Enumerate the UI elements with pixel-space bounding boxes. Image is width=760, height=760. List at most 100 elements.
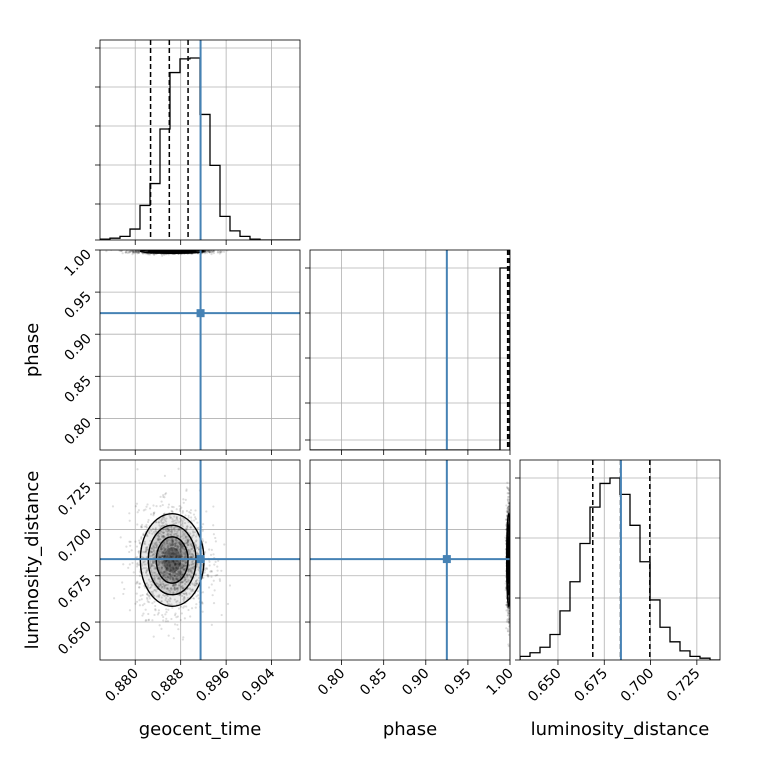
sample-point — [149, 550, 152, 553]
sample-point — [210, 251, 214, 254]
sample-point — [212, 602, 216, 605]
sample-point — [163, 570, 166, 573]
sample-point — [142, 509, 145, 512]
sample-point — [160, 545, 163, 549]
sample-point — [174, 549, 177, 552]
panel-frame-1-1 — [309, 249, 511, 451]
sample-point — [189, 569, 192, 573]
sample-point — [176, 551, 179, 554]
sample-point — [174, 538, 177, 541]
sample-point — [204, 541, 207, 544]
sample-point — [156, 613, 160, 616]
y-tick-label-luminosity-distance: 0.725 — [55, 480, 95, 520]
sample-point — [173, 584, 176, 587]
sample-point — [137, 251, 141, 255]
sample-point — [177, 521, 181, 524]
sample-point — [180, 549, 183, 553]
sample-point — [161, 254, 164, 257]
sample-point — [166, 571, 169, 574]
sample-point — [135, 582, 138, 585]
sample-point — [185, 527, 189, 530]
sample-point — [158, 556, 162, 559]
sample-point — [160, 520, 163, 523]
sample-point — [506, 511, 509, 514]
sample-point — [164, 523, 167, 526]
sample-point — [163, 549, 166, 552]
sample-point — [140, 526, 144, 529]
sample-point — [208, 251, 211, 254]
sample-point — [190, 519, 193, 522]
sample-point — [510, 549, 512, 551]
sample-point — [165, 608, 168, 611]
sample-point — [175, 539, 178, 542]
sample-point — [160, 568, 163, 571]
sample-point — [201, 601, 204, 604]
sample-point — [173, 543, 176, 546]
sample-point — [153, 613, 156, 617]
sample-point — [506, 629, 509, 633]
sample-point — [169, 586, 172, 589]
sample-point — [121, 581, 124, 584]
sample-point — [175, 508, 178, 511]
sample-point — [138, 586, 141, 589]
sample-point — [144, 550, 148, 553]
sample-point — [178, 572, 181, 575]
sample-point — [170, 587, 173, 590]
sample-point — [174, 588, 177, 591]
sample-point — [210, 569, 213, 573]
sample-point — [206, 575, 209, 578]
sample-point — [194, 579, 198, 583]
sample-point — [181, 563, 184, 566]
sample-point — [216, 251, 219, 254]
sample-point — [203, 252, 207, 255]
sample-point — [167, 247, 169, 249]
sample-point — [180, 506, 183, 509]
sample-point — [201, 538, 204, 541]
sample-point — [156, 248, 158, 250]
sample-point — [190, 543, 193, 546]
sample-point — [160, 500, 163, 503]
sample-point — [178, 563, 181, 566]
sample-point — [161, 535, 164, 538]
sample-point — [175, 616, 178, 619]
sample-point — [185, 605, 188, 608]
sample-point — [181, 580, 184, 584]
sample-point — [186, 539, 190, 543]
truth-marker — [196, 309, 205, 318]
x-axis-label-phase: phase — [383, 719, 437, 740]
sample-point — [185, 509, 188, 513]
sample-point — [182, 565, 185, 569]
sample-point — [170, 560, 173, 564]
sample-point — [176, 248, 178, 250]
sample-point — [174, 562, 177, 566]
sample-point — [202, 522, 205, 526]
sample-point — [172, 568, 175, 571]
sample-point — [133, 250, 136, 252]
sample-point — [177, 541, 180, 545]
sample-point — [135, 250, 138, 254]
sample-point — [151, 247, 153, 249]
sample-point — [136, 250, 139, 253]
sample-point — [137, 509, 140, 512]
sample-point — [510, 549, 512, 551]
sample-point — [181, 248, 183, 250]
x-tick-label-phase: 1.00 — [483, 666, 516, 699]
sample-point — [142, 551, 145, 554]
sample-point — [134, 250, 137, 253]
sample-point — [122, 592, 125, 596]
sample-point — [153, 589, 156, 592]
sample-point — [167, 589, 170, 592]
sample-point — [208, 250, 211, 254]
sample-point — [185, 574, 188, 577]
sample-point — [510, 596, 512, 598]
sample-point — [145, 556, 148, 559]
density-2-1 — [310, 460, 512, 660]
sample-point — [187, 570, 190, 574]
sample-point — [127, 251, 130, 254]
sample-point — [205, 510, 208, 513]
sample-point — [180, 585, 183, 589]
sample-point — [181, 520, 184, 523]
sample-point — [173, 548, 177, 551]
sample-point — [168, 565, 171, 568]
sample-point — [184, 498, 187, 501]
